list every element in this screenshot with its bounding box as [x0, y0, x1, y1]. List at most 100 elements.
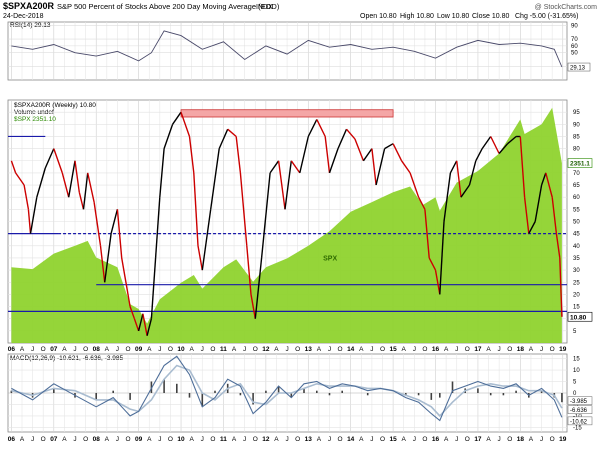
x-tick-label: 14	[347, 436, 355, 443]
x-tick-label: A	[486, 346, 491, 353]
breadth-segment	[269, 160, 280, 174]
main-tick-label: 45	[573, 232, 580, 238]
breadth-segment	[328, 148, 339, 174]
x-tick-label: A	[20, 436, 25, 443]
x-tick-label: A	[232, 346, 237, 353]
x-tick-label: O	[168, 436, 173, 443]
main-tick-label: 85	[573, 134, 580, 140]
breadth-segment	[475, 148, 483, 162]
x-tick-label: J	[328, 346, 331, 353]
x-tick-label: 07	[50, 436, 58, 443]
x-tick-label: 09	[135, 346, 143, 353]
x-tick-label: J	[285, 346, 288, 353]
main-tick-label: 40	[573, 244, 580, 250]
x-tick-label: O	[380, 436, 385, 443]
price-legend: $SPXA200R (Weekly) 10.80	[14, 102, 96, 109]
x-tick-label: J	[455, 346, 458, 353]
breadth-segment	[371, 148, 377, 186]
x-tick-label: A	[402, 436, 407, 443]
breadth-segment	[82, 172, 89, 210]
x-tick-label: J	[328, 436, 331, 443]
spx-last-box	[567, 158, 593, 168]
breadth-segment	[434, 269, 441, 295]
x-tick-label: 06	[8, 346, 16, 353]
x-tick-label: J	[73, 346, 76, 353]
main-tick-label: 5	[573, 329, 577, 335]
x-tick-label: A	[147, 436, 152, 443]
breadth-segment	[375, 148, 386, 186]
breadth-segment	[163, 124, 174, 149]
quote-high: High 10.80	[400, 13, 434, 20]
spx-last-label: 2351.1	[570, 161, 590, 168]
breadth-segment	[545, 172, 553, 198]
x-tick-label: A	[317, 346, 322, 353]
main-tick-label: 60	[573, 195, 580, 201]
breadth-segment	[15, 172, 25, 186]
x-tick-label: J	[201, 346, 204, 353]
breadth-segment	[142, 313, 148, 336]
breadth-segment	[172, 111, 182, 125]
breadth-segment	[299, 136, 309, 174]
breadth-segment	[551, 197, 558, 234]
x-tick-label: 16	[432, 436, 440, 443]
main-tick-label: 70	[573, 171, 580, 177]
breadth-segment	[44, 148, 55, 169]
x-tick-label: A	[147, 346, 152, 353]
main-tick-label: 50	[573, 220, 580, 226]
main-tick-label: 95	[573, 110, 580, 116]
breadth-segment	[227, 128, 237, 138]
breadth-segment	[481, 136, 492, 150]
rsi-tick-label: 50	[571, 51, 578, 57]
breadth-segment	[150, 257, 157, 319]
x-tick-label: O	[507, 346, 512, 353]
x-tick-label: A	[62, 436, 67, 443]
exchange-label: INDX	[256, 4, 273, 11]
x-tick-label: J	[243, 346, 246, 353]
breadth-segment	[239, 172, 248, 246]
breadth-segment	[507, 135, 517, 145]
x-tick-label: A	[189, 346, 194, 353]
x-tick-label: O	[550, 346, 555, 353]
breadth-segment	[519, 136, 526, 198]
x-tick-label: A	[317, 436, 322, 443]
x-tick-label: 18	[517, 346, 525, 353]
main-panel: 5101520253035404550556065707580859095SPX…	[8, 107, 593, 343]
quote-open: Open 10.80	[360, 13, 397, 20]
x-tick-label: O	[41, 346, 46, 353]
breadth-segment	[260, 172, 271, 258]
x-tick-label: J	[73, 436, 76, 443]
macd-tick-label: -15	[573, 425, 582, 431]
x-tick-label: 08	[93, 436, 101, 443]
main-tick-label: 80	[573, 147, 580, 153]
breadth-segment	[401, 160, 411, 174]
breadth-last-label: 10.80	[570, 314, 587, 321]
macd-tick-label: -5	[573, 402, 579, 408]
x-tick-label: J	[116, 436, 119, 443]
breadth-segment	[439, 221, 445, 295]
macd-tick-label: 5	[573, 380, 577, 386]
x-tick-label: 12	[262, 436, 270, 443]
breadth-segment	[197, 245, 203, 271]
breadth-segment	[78, 192, 85, 210]
x-tick-label: A	[274, 346, 279, 353]
x-tick-label: J	[31, 436, 34, 443]
breadth-segment	[384, 143, 394, 150]
volume-legend: Volume undef	[14, 109, 54, 116]
rsi-last-box	[567, 62, 591, 72]
x-tick-label: 17	[474, 346, 482, 353]
breadth-segment	[337, 128, 348, 149]
breadth-segment	[417, 196, 426, 210]
main-tick-label: 55	[573, 207, 580, 213]
breadth-segment	[284, 160, 292, 210]
x-tick-label: J	[498, 346, 501, 353]
x-tick-label: A	[62, 346, 67, 353]
breadth-segment	[180, 111, 191, 137]
x-tick-label: A	[105, 346, 110, 353]
rsi-panel: 305060709029.13	[8, 23, 591, 72]
rsi-tick-label: 90	[571, 23, 578, 29]
breadth-segment	[146, 318, 153, 336]
x-tick-label: 10	[177, 346, 185, 353]
breadth-segment	[104, 233, 112, 283]
copyright-label: @ StockCharts.com	[535, 4, 598, 11]
